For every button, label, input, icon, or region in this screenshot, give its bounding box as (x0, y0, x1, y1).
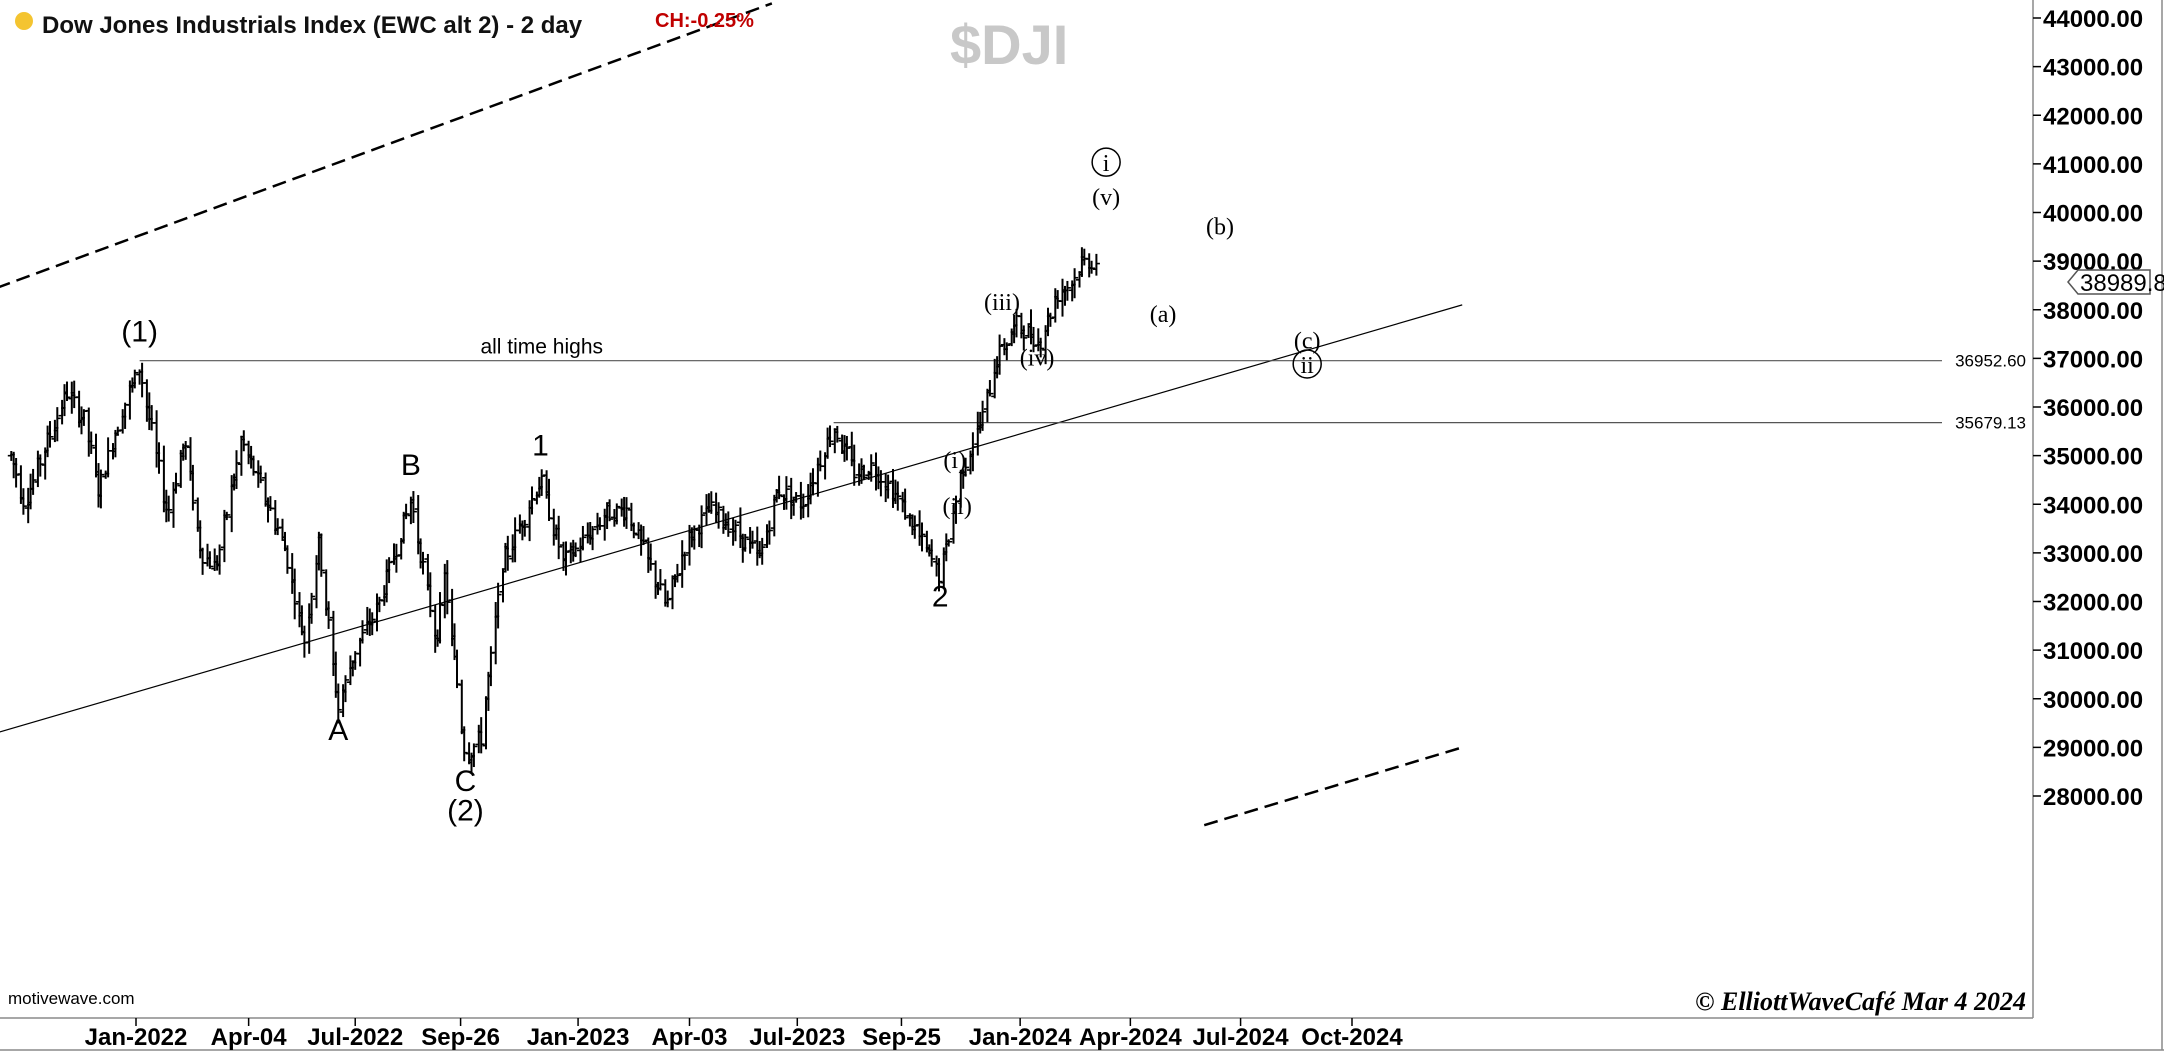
y-tick-label: 43000.00 (2043, 55, 2143, 82)
wave-label-circle (1091, 147, 1121, 177)
wave-label: (a) (1150, 302, 1177, 328)
x-tick-label: Jan-2024 (969, 1024, 1072, 1051)
x-tick-label: Apr-2024 (1079, 1024, 1182, 1051)
brand-watermark: motivewave.com (8, 989, 135, 1008)
wave-label: 2 (932, 580, 949, 613)
wave-label: B (401, 449, 421, 482)
x-tick-label: Sep-26 (421, 1024, 500, 1051)
wave-label-circled: ii (1301, 353, 1315, 379)
x-tick-label: Apr-04 (211, 1024, 288, 1051)
level-price-label: 36952.60 (1955, 352, 2026, 371)
trend-line (0, 304, 1463, 733)
wave-label: 1 (532, 430, 549, 463)
y-tick-label: 41000.00 (2043, 152, 2143, 179)
channel-dashed-line (0, 2, 773, 288)
price-bars (7, 247, 1100, 773)
y-tick-label: 32000.00 (2043, 590, 2143, 617)
y-tick-label: 33000.00 (2043, 541, 2143, 568)
y-tick-label: 37000.00 (2043, 346, 2143, 373)
wave-label-circled: i (1103, 151, 1110, 177)
change-percent: CH:-0.25% (655, 10, 754, 32)
x-tick-label: Oct-2024 (1301, 1024, 1403, 1051)
current-price-marker: 38989.83 (2067, 269, 2164, 297)
wave-label-circle (1292, 349, 1322, 379)
wave-label: (1) (121, 315, 158, 348)
x-tick-label: Apr-03 (651, 1024, 727, 1051)
wave-label: (v) (1092, 185, 1120, 211)
y-axis: 28000.00 29000.00 30000.00 31000.00 32000.00… (2033, 6, 2143, 811)
wave-label: A (328, 714, 348, 747)
wave-label: (2) (447, 794, 484, 827)
current-price-label: 38989.83 (2080, 270, 2164, 297)
y-tick-label: 36000.00 (2043, 395, 2143, 422)
wave-label: (b) (1206, 214, 1234, 240)
y-tick-label: 29000.00 (2043, 735, 2143, 762)
x-tick-label: Jul-2024 (1193, 1024, 1290, 1051)
symbol-watermark: $DJI (950, 13, 1068, 76)
y-tick-label: 35000.00 (2043, 444, 2143, 471)
y-tick-label: 30000.00 (2043, 687, 2143, 714)
x-tick-label: Jan-2023 (527, 1024, 630, 1051)
trendlines (0, 2, 1463, 827)
wave-label: (c) (1294, 329, 1321, 355)
wave-label: (iii) (984, 290, 1020, 316)
wave-label: (iv) (1020, 346, 1055, 372)
x-tick-label: Jan-2022 (85, 1024, 188, 1051)
annotation-note: all time highs (480, 336, 603, 359)
copyright-note: © ElliottWaveCafé Mar 4 2024 (1695, 987, 2026, 1016)
y-tick-label: 42000.00 (2043, 103, 2143, 130)
x-tick-label: Jul-2023 (749, 1024, 845, 1051)
x-tick-label: Sep-25 (862, 1024, 941, 1051)
wave-label: C (455, 765, 477, 798)
chart-title: Dow Jones Industrials Index (EWC alt 2) … (42, 12, 583, 39)
wave-label: (ii) (942, 494, 971, 520)
y-tick-label: 34000.00 (2043, 492, 2143, 519)
y-tick-label: 28000.00 (2043, 784, 2143, 811)
x-tick-label: Jul-2022 (307, 1024, 403, 1051)
wave-label: (i) (943, 448, 966, 474)
wave-labels: (1) A B C(2) 1 2 (i) (ii) (iii) (iv) (v) i (a) (b) (c)… (121, 147, 1322, 827)
y-tick-label: 44000.00 (2043, 6, 2143, 33)
x-axis: Jan-2022 Apr-04 Jul-2022 Sep-26 Jan-2023 Apr-… (85, 1018, 1403, 1051)
status-dot-icon (15, 12, 33, 30)
channel-dashed-line (1203, 746, 1463, 827)
horizontal-levels: 36952.60 35679.13 (139, 352, 2026, 433)
y-tick-label: 31000.00 (2043, 638, 2143, 665)
y-tick-label: 40000.00 (2043, 201, 2143, 228)
level-price-label: 35679.13 (1955, 414, 2026, 433)
y-tick-label: 38000.00 (2043, 298, 2143, 325)
